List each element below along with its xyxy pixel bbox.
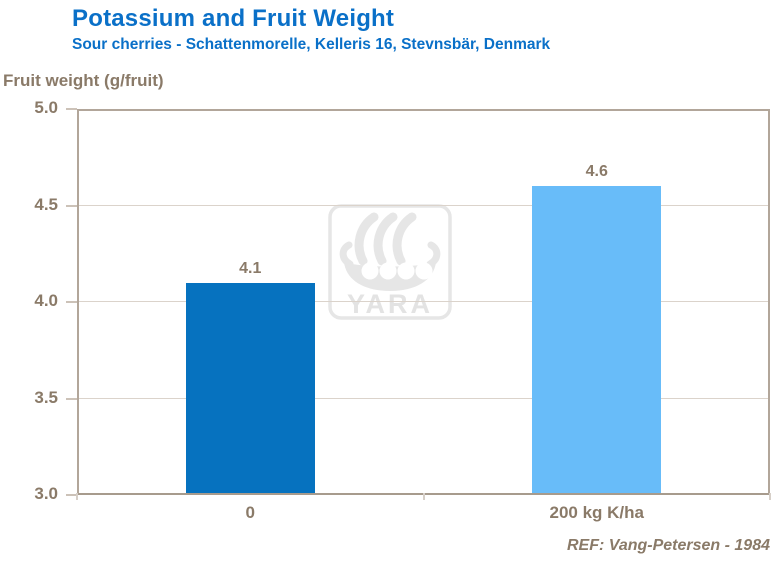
plot-area: YARA 4.1 4.6: [66, 108, 771, 500]
bar-200 kg K/ha: [532, 186, 662, 493]
x-axis-tick: [769, 493, 771, 500]
x-category-label: 0: [245, 503, 255, 522]
gridline: [79, 301, 768, 302]
y-axis-tick: [66, 397, 77, 400]
y-axis-title: Fruit weight (g/fruit): [3, 71, 164, 90]
y-tick-label: 4.5: [34, 194, 58, 214]
y-tick-label: 4.0: [34, 291, 58, 310]
y-tick-label: 5.0: [34, 98, 58, 117]
x-category-label: 200 kg K/ha: [549, 503, 645, 522]
y-tick-label: 3.0: [34, 484, 58, 503]
gridline: [79, 397, 768, 399]
chart-title: Potassium and Fruit Weight: [72, 5, 395, 32]
bar-value-label: 4.1: [239, 259, 262, 277]
chart-subtitle: Sour cherries - Schattenmorelle, Kelleri…: [72, 36, 551, 53]
x-axis-tick: [422, 493, 425, 500]
y-axis-tick: [66, 494, 77, 496]
y-axis-tick: [66, 204, 77, 207]
bar-0: [185, 282, 315, 493]
gridline: [79, 204, 768, 206]
y-axis-tick: [66, 108, 77, 110]
yara-watermark-label: YARA: [347, 289, 433, 319]
reference-label: REF: Vang-Petersen - 1984: [566, 537, 770, 554]
y-tick-label: 3.5: [34, 387, 58, 407]
y-axis-tick: [66, 301, 77, 303]
bar-value-label: 4.6: [585, 163, 608, 181]
yara-logo-icon: YARA: [328, 204, 452, 320]
x-axis-tick: [76, 493, 78, 500]
